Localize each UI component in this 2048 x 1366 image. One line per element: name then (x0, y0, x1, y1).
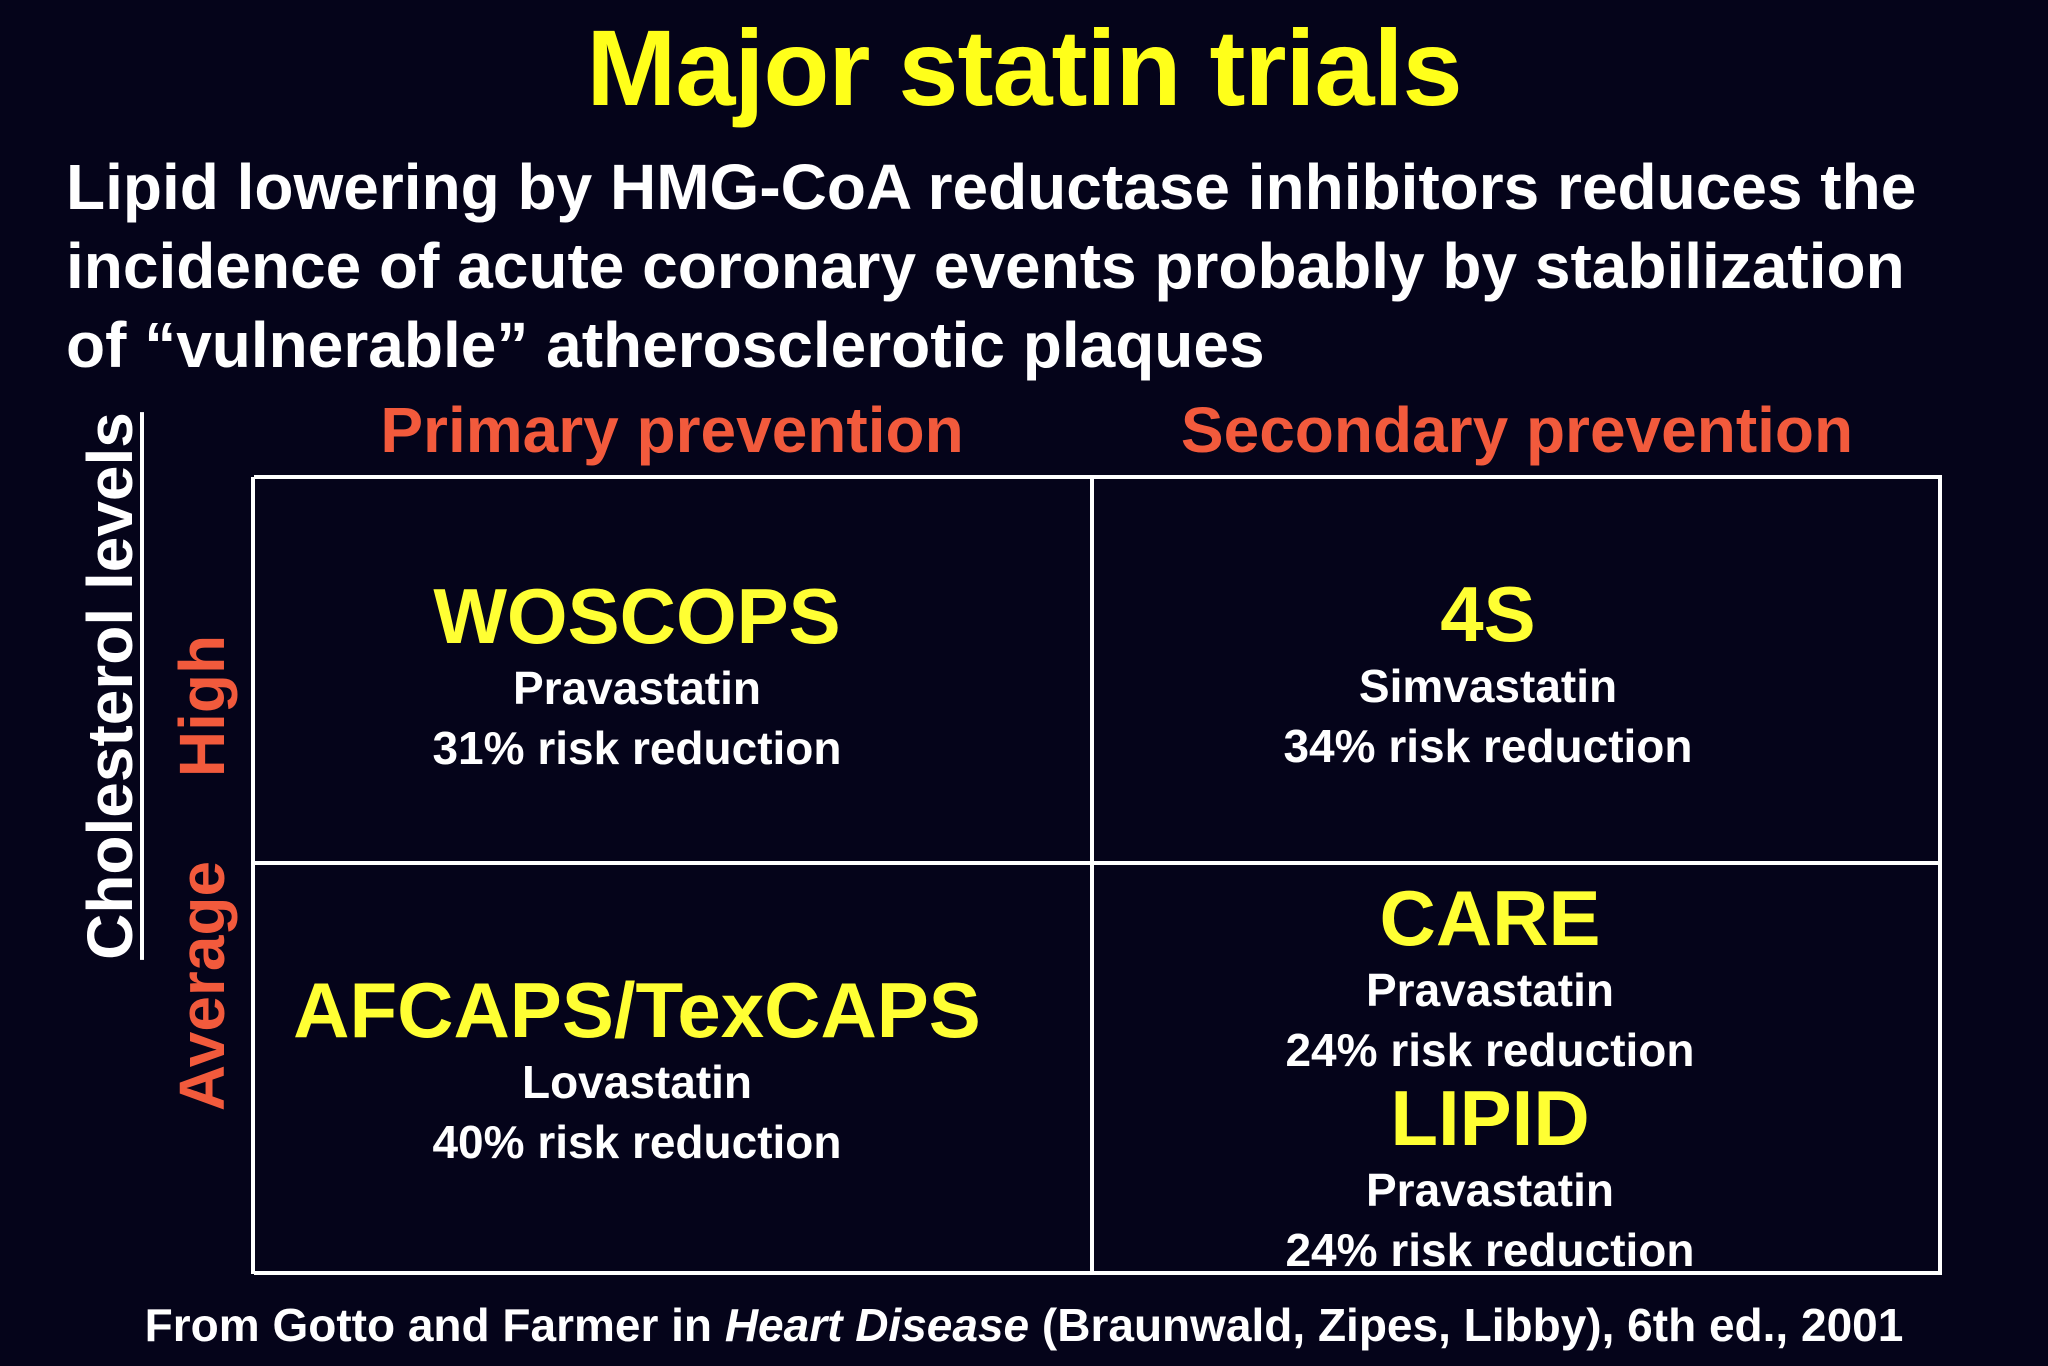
trial-name: WOSCOPS (433, 572, 841, 660)
source-citation: From Gotto and Farmer in Heart Disease (… (0, 1290, 2048, 1360)
cell-high-secondary: 4S Simvastatin 34% risk reduction (1094, 572, 1882, 776)
cell-average-primary: AFCAPS/TexCAPS Lovastatin 40% risk reduc… (254, 968, 1020, 1172)
trial-drug: Pravastatin (1365, 1164, 1614, 1216)
subtitle-line-1: Lipid lowering by HMG-CoA reductase inhi… (66, 151, 1917, 223)
trial-risk-reduction: 24% risk reduction (1285, 1224, 1695, 1276)
trial-risk-reduction: 40% risk reduction (432, 1116, 842, 1168)
trial-name: LIPID (1390, 1074, 1590, 1162)
column-header-secondary: Secondary prevention (1180, 394, 1854, 466)
trial-drug: Pravastatin (1365, 964, 1614, 1016)
subtitle-line-2: incidence of acute coronary events proba… (66, 230, 1905, 302)
grid-right-line (1938, 477, 1942, 1274)
trial-drug: Simvastatin (1358, 660, 1618, 712)
trial-block-lipid: LIPID Pravastatin 24% risk reduction (1094, 1076, 1886, 1280)
trial-block-care: CARE Pravastatin 24% risk reduction (1094, 876, 1886, 1080)
trial-name: AFCAPS/TexCAPS (293, 966, 981, 1054)
slide-subtitle: Lipid lowering by HMG-CoA reductase inhi… (66, 148, 2026, 385)
trial-name: 4S (1440, 570, 1536, 658)
grid-center-line (1090, 477, 1094, 1274)
grid-left-line (251, 477, 255, 1274)
y-axis-title: Cholesterol levels (74, 412, 146, 960)
trial-risk-reduction: 24% risk reduction (1285, 1024, 1695, 1076)
y-axis-level-average: Average (166, 860, 238, 1112)
column-header-primary: Primary prevention (380, 394, 964, 466)
trial-drug: Pravastatin (512, 662, 761, 714)
subtitle-line-3: of “vulnerable” atherosclerotic plaques (66, 309, 1265, 381)
cell-high-primary: WOSCOPS Pravastatin 31% risk reduction (254, 574, 1020, 778)
trial-drug: Lovastatin (521, 1056, 753, 1108)
trial-name: CARE (1379, 874, 1601, 962)
citation-book-title: Heart Disease (724, 1299, 1030, 1351)
trial-risk-reduction: 31% risk reduction (432, 722, 842, 774)
grid-top-line (254, 475, 1942, 479)
citation-suffix: (Braunwald, Zipes, Libby), 6th ed., 2001 (1029, 1299, 1904, 1351)
trial-risk-reduction: 34% risk reduction (1283, 720, 1693, 772)
cell-average-secondary: CARE Pravastatin 24% risk reduction LIPI… (1094, 876, 1886, 1280)
grid-bottom-line (254, 1271, 1942, 1275)
y-axis-level-high: High (166, 634, 238, 778)
slide-title: Major statin trials (586, 7, 1462, 128)
grid-middle-line (254, 861, 1942, 865)
citation-prefix: From Gotto and Farmer in (144, 1299, 725, 1351)
